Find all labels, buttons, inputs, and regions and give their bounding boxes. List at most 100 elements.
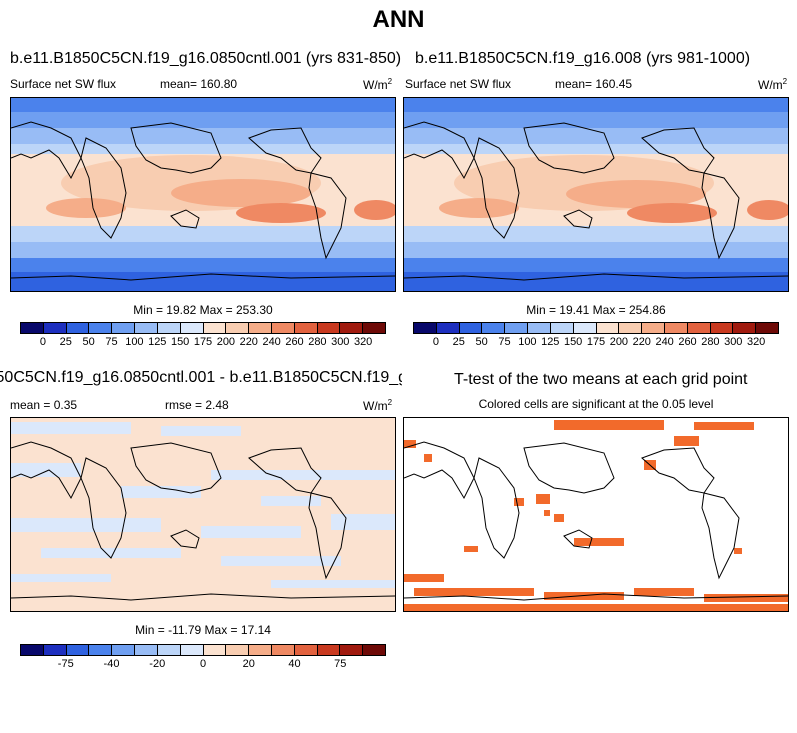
colorbar-swatch bbox=[528, 323, 551, 333]
colorbar-swatch bbox=[43, 645, 67, 655]
colorbar-tick-label: 200 bbox=[609, 336, 629, 348]
colorbar-swatch bbox=[619, 323, 643, 333]
colorbar-swatch bbox=[157, 645, 181, 655]
panel3-minmax: Min = -11.79 Max = 17.14 bbox=[135, 623, 271, 637]
colorbar-tick-label: 150 bbox=[563, 336, 583, 348]
panel1-case-title: b.e11.B1850C5CN.f19_g16.0850cntl.001 (yr… bbox=[10, 50, 402, 67]
colorbar-swatch bbox=[112, 323, 136, 333]
colorbar-swatch bbox=[317, 645, 341, 655]
colorbar-swatch bbox=[363, 645, 385, 655]
panel4-subtitle: Colored cells are significant at the 0.0… bbox=[478, 397, 714, 411]
colorbar-tick-label: 240 bbox=[655, 336, 674, 348]
colorbar-tick-label: 40 bbox=[288, 658, 301, 670]
colorbar-swatch bbox=[112, 645, 136, 655]
colorbar-tick-label: 75 bbox=[334, 658, 347, 670]
panel4-title: T-test of the two means at each grid poi… bbox=[454, 371, 748, 388]
panel1-variable: Surface net SW flux bbox=[10, 77, 117, 91]
panel3-case-title: b.e11.B1850C5CN.f19_g16.0850cntl.001 - b… bbox=[0, 369, 402, 386]
panel2-colorbar bbox=[413, 322, 779, 334]
colorbar-tick-label: 100 bbox=[518, 336, 537, 348]
colorbar-swatch bbox=[226, 645, 250, 655]
panel3-map bbox=[10, 417, 396, 612]
colorbar-tick-label: 300 bbox=[331, 336, 350, 348]
colorbar-swatch bbox=[249, 645, 272, 655]
colorbar-swatch bbox=[21, 645, 44, 655]
colorbar-swatch bbox=[135, 323, 158, 333]
colorbar-swatch bbox=[317, 323, 341, 333]
colorbar-tick-label: 220 bbox=[632, 336, 651, 348]
colorbar-swatch bbox=[436, 323, 460, 333]
panel3-colorbar-labels: -75 -40 -20 0 20 40 75 bbox=[20, 658, 386, 672]
colorbar-swatch bbox=[505, 323, 529, 333]
colorbar-swatch bbox=[573, 323, 597, 333]
figure-title: ANN bbox=[372, 6, 425, 33]
panel1-units: W/m2 bbox=[363, 77, 393, 92]
panel3-colorbar bbox=[20, 644, 386, 656]
colorbar-tick-label: 75 bbox=[498, 336, 511, 348]
panel3-mean: mean = 0.35 bbox=[10, 398, 78, 412]
colorbar-swatch bbox=[43, 323, 67, 333]
colorbar-tick-label: 320 bbox=[746, 336, 766, 348]
colorbar-swatch bbox=[157, 323, 181, 333]
colorbar-swatch bbox=[710, 323, 734, 333]
colorbar-swatch bbox=[642, 323, 665, 333]
colorbar-swatch bbox=[459, 323, 483, 333]
panel3-title-clip: b.e11.B1850C5CN.f19_g16.0850cntl.001 - b… bbox=[0, 369, 402, 391]
colorbar-swatch bbox=[66, 323, 90, 333]
panel2-mean: mean= 160.45 bbox=[555, 77, 633, 91]
panel2-colorbar-labels: 0 25 50 75 100 125 150 175 200 220 240 260 280 300 320 bbox=[413, 336, 779, 350]
panel2-case-title: b.e11.B1850C5CN.f19_g16.008 (yrs 981-100… bbox=[415, 50, 751, 67]
colorbar-tick-label: 150 bbox=[170, 336, 190, 348]
panel2-units: W/m2 bbox=[758, 77, 788, 92]
colorbar-tick-label: 280 bbox=[308, 336, 327, 348]
colorbar-swatch bbox=[21, 323, 44, 333]
colorbar-tick-label: 25 bbox=[452, 336, 465, 348]
colorbar-tick-label: -40 bbox=[103, 658, 120, 670]
colorbar-swatch bbox=[66, 645, 90, 655]
colorbar-swatch bbox=[294, 645, 318, 655]
colorbar-swatch bbox=[414, 323, 437, 333]
colorbar-tick-label: 0 bbox=[39, 336, 46, 348]
colorbar-swatch bbox=[482, 323, 506, 333]
colorbar-tick-label: 300 bbox=[724, 336, 743, 348]
panel3-units: W/m2 bbox=[363, 398, 393, 413]
panel1-colorbar-labels: 0 25 50 75 100 125 150 175 200 220 240 260 280 300 320 bbox=[20, 336, 386, 350]
colorbar-tick-label: 100 bbox=[125, 336, 144, 348]
colorbar-swatch bbox=[687, 323, 711, 333]
colorbar-swatch bbox=[340, 645, 364, 655]
panel3-rmse: rmse = 2.48 bbox=[165, 398, 229, 412]
colorbar-swatch bbox=[340, 323, 364, 333]
colorbar-swatch bbox=[733, 323, 757, 333]
colorbar-tick-label: 280 bbox=[701, 336, 720, 348]
colorbar-swatch bbox=[89, 645, 113, 655]
colorbar-tick-label: 220 bbox=[239, 336, 258, 348]
colorbar-swatch bbox=[363, 323, 385, 333]
colorbar-swatch bbox=[271, 645, 295, 655]
panel1-map bbox=[10, 97, 396, 292]
colorbar-swatch bbox=[664, 323, 688, 333]
colorbar-swatch bbox=[203, 645, 227, 655]
colorbar-tick-label: 260 bbox=[678, 336, 697, 348]
colorbar-tick-label: -20 bbox=[149, 658, 166, 670]
colorbar-swatch bbox=[756, 323, 778, 333]
colorbar-swatch bbox=[596, 323, 620, 333]
colorbar-swatch bbox=[180, 323, 204, 333]
colorbar-tick-label: 175 bbox=[193, 336, 213, 348]
panel2-map bbox=[403, 97, 789, 292]
colorbar-tick-label: 50 bbox=[475, 336, 488, 348]
colorbar-tick-label: 0 bbox=[199, 658, 207, 670]
colorbar-tick-label: 25 bbox=[59, 336, 72, 348]
colorbar-swatch bbox=[226, 323, 250, 333]
colorbar-swatch bbox=[89, 323, 113, 333]
colorbar-tick-label: 0 bbox=[432, 336, 439, 348]
colorbar-tick-label: 125 bbox=[148, 336, 167, 348]
colorbar-tick-label: 320 bbox=[353, 336, 373, 348]
colorbar-swatch bbox=[180, 645, 204, 655]
panel1-colorbar bbox=[20, 322, 386, 334]
colorbar-tick-label: 240 bbox=[262, 336, 281, 348]
colorbar-swatch bbox=[249, 323, 272, 333]
colorbar-swatch bbox=[294, 323, 318, 333]
panel1-mean: mean= 160.80 bbox=[160, 77, 238, 91]
colorbar-swatch bbox=[271, 323, 295, 333]
colorbar-tick-label: -75 bbox=[57, 658, 74, 670]
